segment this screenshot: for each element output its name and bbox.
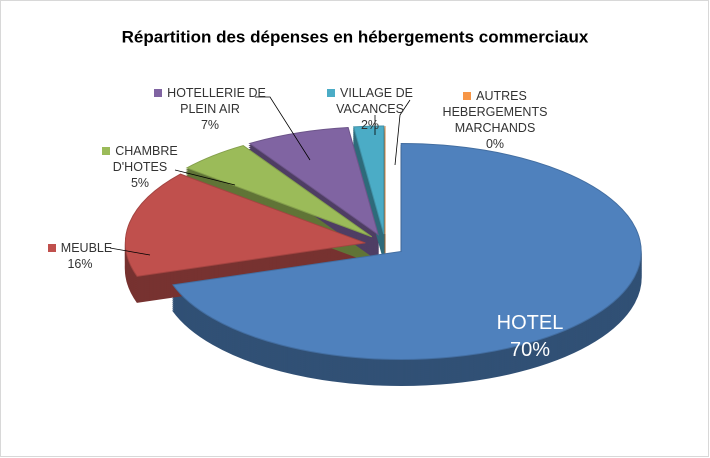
label-marker bbox=[47, 244, 56, 252]
label-line: MEUBLE bbox=[20, 240, 140, 256]
data-label: VILLAGE DE VACANCES 2% bbox=[305, 85, 435, 133]
slice bbox=[353, 125, 385, 235]
leader-lines bbox=[109, 96, 411, 256]
leader-line bbox=[109, 247, 151, 256]
category-label: AUTRES HEBERGEMENTS MARCHANDS bbox=[442, 89, 548, 135]
slice bbox=[185, 145, 373, 238]
category-label: MEUBLE bbox=[60, 241, 113, 255]
label-box: CHAMBRE D'HOTES 5% bbox=[80, 143, 200, 191]
chart-title: Répartition des dépenses en hébergements… bbox=[122, 27, 589, 46]
category-label: HOTELLERIE DE PLEIN AIR bbox=[167, 86, 266, 116]
category-label: VILLAGE DE VACANCES bbox=[336, 86, 413, 116]
leader-line bbox=[255, 96, 311, 161]
label-line: HOTEL bbox=[460, 310, 600, 337]
value-label: 7% bbox=[200, 118, 220, 132]
label-line: HOTELLERIE DE PLEIN AIR bbox=[135, 85, 285, 117]
labels: HOTEL 70% MEUBLE 16% CHAMBRE D'HOTES 5% HOTELL… bbox=[20, 85, 600, 364]
leader-line bbox=[174, 169, 236, 186]
category-label: CHAMBRE D'HOTES bbox=[112, 144, 178, 174]
slice bbox=[124, 173, 366, 277]
label-box: VILLAGE DE VACANCES 2% bbox=[305, 85, 435, 133]
label-box: HOTEL 70% bbox=[460, 310, 600, 364]
label-box: MEUBLE 16% bbox=[20, 240, 140, 272]
label-marker bbox=[154, 89, 163, 97]
value-label: 2% bbox=[360, 118, 380, 132]
data-label: AUTRES HEBERGEMENTS MARCHANDS 0% bbox=[420, 88, 570, 152]
value-label: 70% bbox=[509, 339, 551, 361]
label-marker bbox=[463, 92, 472, 100]
label-box: HOTELLERIE DE PLEIN AIR 7% bbox=[135, 85, 285, 133]
data-label: HOTEL 70% bbox=[460, 310, 600, 364]
label-line: CHAMBRE D'HOTES bbox=[80, 143, 200, 175]
value-label: 16% bbox=[67, 257, 93, 271]
label-box: AUTRES HEBERGEMENTS MARCHANDS 0% bbox=[420, 88, 570, 152]
data-label: CHAMBRE D'HOTES 5% bbox=[80, 143, 200, 191]
label-marker bbox=[102, 147, 111, 155]
slice bbox=[172, 142, 642, 360]
value-label: 5% bbox=[130, 176, 150, 190]
data-label: HOTELLERIE DE PLEIN AIR 7% bbox=[135, 85, 285, 133]
label-line: AUTRES HEBERGEMENTS MARCHANDS bbox=[420, 88, 570, 136]
data-label: MEUBLE 16% bbox=[20, 240, 140, 272]
category-label: HOTEL bbox=[496, 312, 564, 334]
leader-line bbox=[394, 99, 411, 166]
label-line: VILLAGE DE VACANCES bbox=[305, 85, 435, 117]
label-marker bbox=[327, 89, 336, 97]
slice-tops bbox=[124, 125, 642, 360]
slice bbox=[248, 126, 380, 236]
value-label: 0% bbox=[485, 137, 505, 151]
